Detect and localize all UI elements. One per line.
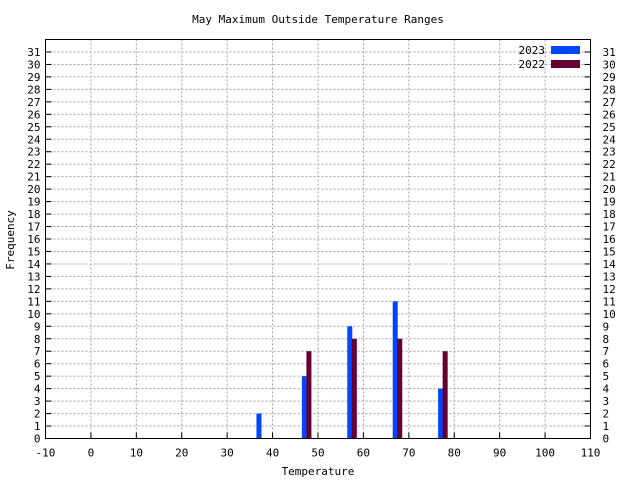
- y-tick-label-left: 13: [27, 270, 40, 283]
- x-tick-label: 30: [221, 447, 234, 460]
- y-tick-label-left: 16: [27, 233, 40, 246]
- legend-swatch-2023: [551, 46, 580, 54]
- y-tick-label-right: 31: [603, 46, 616, 59]
- y-tick-label-left: 24: [27, 133, 41, 146]
- chart-title: May Maximum Outside Temperature Ranges: [192, 13, 444, 26]
- y-tick-label-left: 8: [34, 333, 41, 346]
- legend-label-2022: 2022: [519, 58, 546, 71]
- y-tick-label-left: 14: [27, 258, 41, 271]
- bar-2023: [256, 413, 262, 439]
- y-tick-label-left: 6: [34, 358, 41, 371]
- y-tick-label-right: 10: [603, 308, 616, 321]
- bar-2023: [392, 301, 398, 439]
- y-tick-label-right: 6: [603, 358, 610, 371]
- y-tick-label-right: 24: [603, 133, 617, 146]
- y-tick-label-right: 13: [603, 270, 616, 283]
- y-tick-label-left: 21: [27, 171, 40, 184]
- y-tick-label-left: 28: [27, 83, 40, 96]
- legend-label-2023: 2023: [519, 44, 546, 57]
- y-tick-label-right: 28: [603, 83, 616, 96]
- y-tick-label-right: 14: [603, 258, 617, 271]
- y-tick-label-left: 29: [27, 71, 40, 84]
- x-tick-label: 90: [493, 447, 506, 460]
- y-tick-label-right: 7: [603, 345, 610, 358]
- x-tick-label: 0: [88, 447, 95, 460]
- y-tick-label-right: 8: [603, 333, 610, 346]
- y-tick-label-right: 26: [603, 108, 616, 121]
- y-tick-label-right: 21: [603, 171, 616, 184]
- y-tick-label-right: 1: [603, 420, 610, 433]
- y-tick-label-right: 0: [603, 433, 610, 446]
- y-tick-label-left: 10: [27, 308, 40, 321]
- grid-lines: [45, 39, 591, 439]
- bar-2023: [438, 388, 444, 439]
- y-tick-label-left: 18: [27, 208, 40, 221]
- bar-2023: [347, 326, 353, 439]
- y-tick-label-left: 25: [27, 121, 40, 134]
- x-axis-label: Temperature: [282, 465, 355, 478]
- x-tick-label: 100: [535, 447, 555, 460]
- bars: [256, 301, 448, 439]
- y-tick-label-right: 15: [603, 245, 616, 258]
- y-tick-label-right: 18: [603, 208, 616, 221]
- y-tick-label-left: 19: [27, 196, 40, 209]
- plot-frame: [45, 39, 591, 439]
- y-tick-label-right: 5: [603, 370, 610, 383]
- y-tick-label-right: 30: [603, 58, 616, 71]
- y-axis-label: Frequency: [4, 210, 17, 270]
- y-tick-label-right: 22: [603, 158, 616, 171]
- y-tick-label-left: 27: [27, 96, 40, 109]
- y-tick-label-right: 23: [603, 146, 616, 159]
- bar-2022: [442, 351, 448, 439]
- x-tick-label: 10: [130, 447, 143, 460]
- y-tick-label-right: 19: [603, 196, 616, 209]
- x-tick-label: 20: [175, 447, 188, 460]
- y-tick-label-left: 1: [34, 420, 41, 433]
- y-tick-label-left: 30: [27, 58, 40, 71]
- y-tick-label-right: 25: [603, 121, 616, 134]
- y-tick-label-right: 11: [603, 295, 616, 308]
- y-tick-label-right: 20: [603, 183, 616, 196]
- y-tick-label-right: 17: [603, 221, 616, 234]
- y-tick-label-right: 16: [603, 233, 616, 246]
- x-tick-label: 60: [357, 447, 370, 460]
- y-tick-label-left: 5: [34, 370, 41, 383]
- y-tick-label-right: 3: [603, 395, 610, 408]
- y-tick-label-left: 17: [27, 221, 40, 234]
- y-tick-label-left: 15: [27, 245, 40, 258]
- y-tick-label-left: 23: [27, 146, 40, 159]
- y-tick-label-right: 12: [603, 283, 616, 296]
- bar-2022: [306, 351, 312, 439]
- x-tick-label: 80: [448, 447, 461, 460]
- bar-2023: [301, 376, 307, 439]
- x-tick-label: 40: [266, 447, 279, 460]
- y-tick-label-right: 27: [603, 96, 616, 109]
- bar-2022: [397, 338, 403, 439]
- x-tick-label: -10: [36, 447, 56, 460]
- bar-2022: [351, 338, 357, 439]
- y-tick-label-left: 4: [34, 383, 41, 396]
- x-tick-label: 70: [402, 447, 415, 460]
- y-tick-label-left: 2: [34, 408, 41, 421]
- x-tick-label: 110: [581, 447, 601, 460]
- y-tick-label-left: 3: [34, 395, 41, 408]
- y-tick-label-left: 12: [27, 283, 40, 296]
- y-tick-label-left: 22: [27, 158, 40, 171]
- y-tick-label-right: 9: [603, 320, 610, 333]
- y-tick-label-right: 4: [603, 383, 610, 396]
- y-tick-label-right: 2: [603, 408, 610, 421]
- y-tick-label-left: 0: [34, 433, 41, 446]
- y-tick-label-left: 26: [27, 108, 40, 121]
- y-tick-label-left: 9: [34, 320, 41, 333]
- y-tick-label-right: 29: [603, 71, 616, 84]
- y-tick-label-left: 7: [34, 345, 41, 358]
- y-tick-label-left: 31: [27, 46, 40, 59]
- legend-swatch-2022: [551, 60, 580, 68]
- y-tick-label-left: 11: [27, 295, 40, 308]
- y-tick-label-left: 20: [27, 183, 40, 196]
- x-tick-label: 50: [311, 447, 324, 460]
